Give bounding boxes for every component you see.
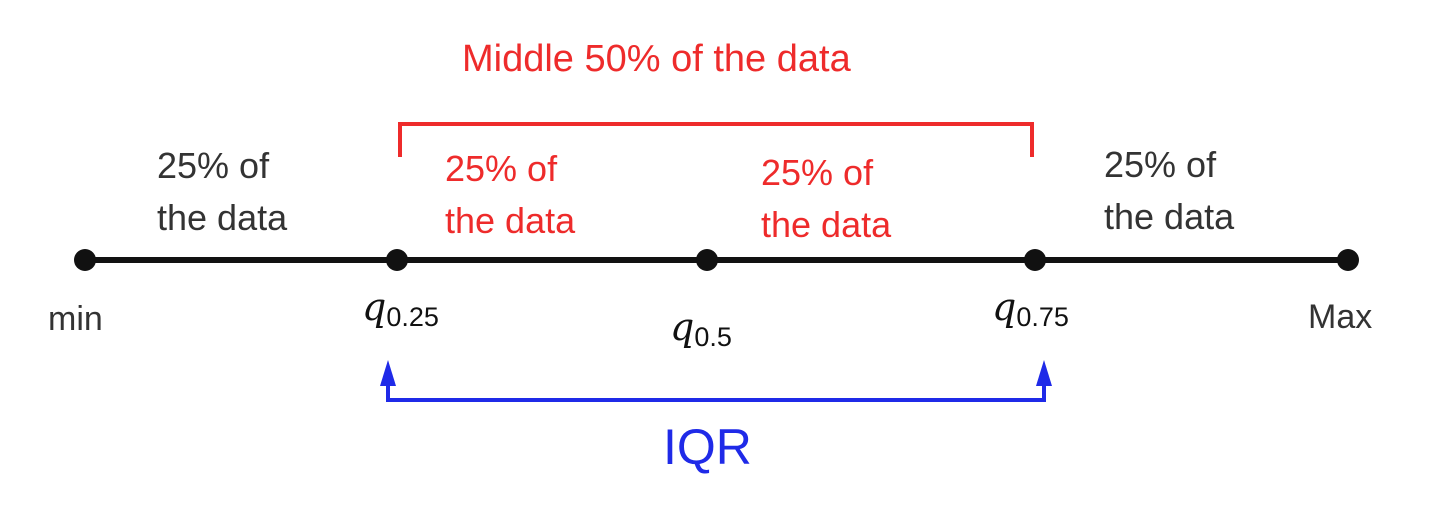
iqr-bracket bbox=[386, 380, 1046, 402]
q50-label: q0.5 bbox=[670, 305, 732, 353]
segment-4-line1: 25% of bbox=[1104, 144, 1217, 185]
segment-1-line2: the data bbox=[157, 197, 288, 238]
q50-symbol: q bbox=[670, 305, 695, 349]
middle-50-label: Middle 50% of the data bbox=[462, 38, 851, 80]
iqr-arrow-right-icon bbox=[1036, 360, 1052, 386]
segment-2-label: 25% of the data bbox=[445, 143, 575, 247]
point-max bbox=[1337, 249, 1359, 271]
q25-subscript: 0.25 bbox=[386, 302, 439, 332]
q75-subscript: 0.75 bbox=[1016, 302, 1069, 332]
segment-3-line2: the data bbox=[761, 204, 892, 245]
q25-label: q0.25 bbox=[362, 285, 439, 333]
segment-2-line1: 25% of bbox=[445, 148, 558, 189]
middle-50-bracket bbox=[398, 122, 1034, 157]
segment-4-label: 25% of the data bbox=[1104, 139, 1234, 243]
max-label: Max bbox=[1308, 298, 1373, 336]
point-q50 bbox=[696, 249, 718, 271]
iqr-arrow-left-icon bbox=[380, 360, 396, 386]
segment-3-line1: 25% of bbox=[761, 152, 874, 193]
q75-label: q0.75 bbox=[992, 285, 1069, 333]
q75-symbol: q bbox=[992, 285, 1017, 329]
segment-2-line2: the data bbox=[445, 200, 576, 241]
segment-3-label: 25% of the data bbox=[761, 147, 891, 251]
point-q25 bbox=[386, 249, 408, 271]
segment-4-line2: the data bbox=[1104, 196, 1235, 237]
iqr-label: IQR bbox=[663, 419, 752, 475]
point-q75 bbox=[1024, 249, 1046, 271]
q50-subscript: 0.5 bbox=[694, 322, 732, 352]
segment-1-label: 25% of the data bbox=[157, 140, 287, 244]
min-label: min bbox=[48, 300, 103, 338]
q25-symbol: q bbox=[362, 285, 387, 329]
point-min bbox=[74, 249, 96, 271]
segment-1-line1: 25% of bbox=[157, 145, 270, 186]
